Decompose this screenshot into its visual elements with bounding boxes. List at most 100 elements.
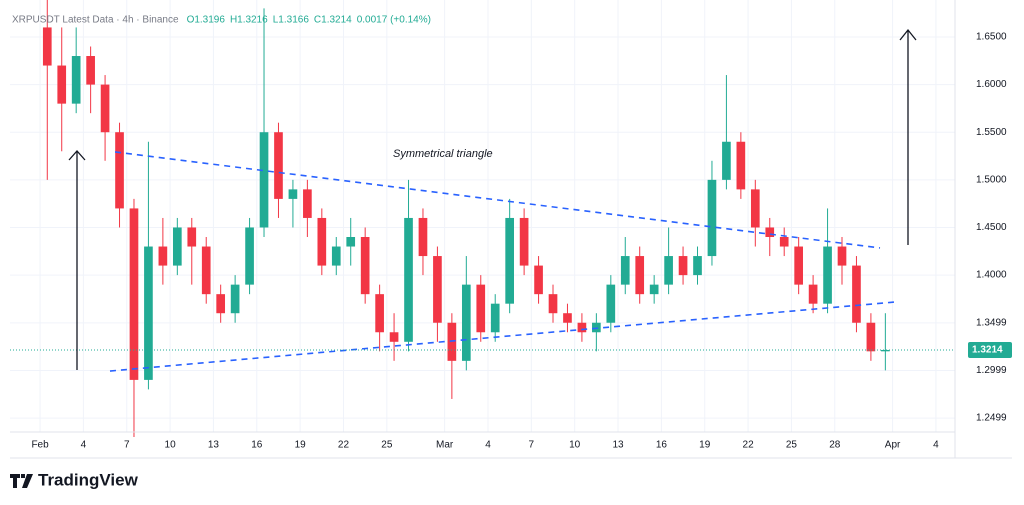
candle-body [678, 256, 688, 276]
x-tick-label: Mar [436, 440, 454, 451]
candle-body [71, 56, 81, 104]
measure-arrows [68, 28, 917, 370]
candle-body [808, 284, 818, 304]
candle-body [505, 217, 514, 304]
candle-body [230, 284, 240, 314]
x-tick-label: 19 [699, 440, 711, 451]
candle-body [42, 27, 52, 66]
candle-body [490, 303, 500, 333]
candle-body [86, 56, 95, 85]
candle-body [129, 208, 139, 380]
brand: TradingView [38, 470, 139, 489]
candle-body [259, 132, 269, 228]
candle-body [837, 246, 847, 266]
status-item: H1.3216 [230, 15, 268, 26]
last-price-label: 1.3214 [972, 345, 1003, 356]
candle-body [461, 284, 471, 361]
candle-body [303, 189, 312, 218]
candle-body [317, 217, 327, 266]
candle-body [635, 256, 645, 295]
x-tick-label: 7 [124, 440, 130, 451]
plot [10, 0, 955, 438]
y-tick-label: 1.4500 [976, 222, 1007, 233]
candle-body [404, 217, 413, 342]
last-price-box [968, 341, 1012, 358]
y-tick-label: 1.6500 [976, 32, 1007, 43]
candle-body [722, 141, 731, 180]
candle-body [360, 237, 370, 295]
candle-body [693, 256, 702, 276]
candle-body [852, 265, 861, 323]
candle-body [548, 294, 558, 314]
candle-body [563, 313, 572, 323]
candle-body [144, 246, 153, 380]
candle-body [57, 65, 67, 104]
y-tick-label: 1.2999 [976, 365, 1007, 376]
candle-body [187, 227, 197, 247]
candle-body [765, 227, 775, 238]
grid [10, 0, 955, 432]
x-tick-label: 13 [612, 440, 624, 451]
y-tick-label: 1.2499 [976, 413, 1007, 424]
candle-body [201, 246, 211, 295]
status-item: O1.3196 [187, 15, 226, 26]
candle-body [476, 284, 486, 333]
candle-body [750, 189, 760, 228]
candle-body [245, 227, 254, 285]
candle-body [100, 84, 110, 133]
x-tick-label: Apr [885, 440, 901, 451]
candle-body [736, 141, 746, 190]
x-tick-label: 28 [829, 440, 841, 451]
status-item: C1.3214 [314, 15, 352, 26]
candle-body [519, 217, 529, 266]
candle-body [707, 179, 717, 257]
trendline [109, 301, 896, 372]
candle-body [418, 217, 428, 257]
candle-body [172, 227, 182, 266]
y-tick-label: 1.5500 [976, 127, 1007, 138]
y-tick-label: 1.3499 [976, 317, 1007, 328]
x-tick-label: 10 [165, 440, 177, 451]
annotation: Symmetrical triangle [393, 148, 493, 160]
candle-body [664, 256, 673, 285]
candle-body [649, 284, 659, 295]
candle-body [534, 265, 543, 295]
x-tick-label: Feb [31, 440, 49, 451]
x-tick-label: 4 [485, 440, 491, 451]
candle-body [216, 294, 226, 314]
candle-body [389, 332, 399, 342]
status-item: 0.0017 (+0.14%) [357, 15, 431, 26]
x-tick-label: 22 [743, 440, 755, 451]
x-tick-label: 25 [786, 440, 798, 451]
x-tick-label: 16 [656, 440, 668, 451]
candle-body [794, 246, 803, 285]
y-tick-label: 1.5000 [976, 174, 1007, 185]
candle-body [606, 284, 616, 323]
candle-body [577, 322, 587, 333]
x-tick-label: 10 [569, 440, 581, 451]
status-line: O1.3196 H1.3216 L1.3166 C1.3214 0.0017 (+0.1… [187, 15, 431, 26]
candle-body [288, 189, 298, 199]
candle-body [346, 237, 356, 247]
candle-body [866, 322, 876, 352]
trendline [114, 151, 881, 249]
y-tick-label: 1.4000 [976, 270, 1007, 281]
x-tick-label: 22 [338, 440, 350, 451]
chart-header: XRPUSDT Latest Data · 4h · Binance [12, 15, 179, 26]
x-tick-label: 7 [529, 440, 535, 451]
candle-body [779, 237, 789, 247]
candle-body [115, 132, 124, 209]
candle-body [881, 349, 890, 352]
candle-body [447, 322, 457, 361]
x-tick-label: 16 [251, 440, 263, 451]
candle-body [375, 294, 384, 333]
brand-logo [10, 474, 33, 488]
x-tick-label: 4 [81, 440, 87, 451]
candle-body [331, 246, 341, 266]
x-tick-label: 13 [208, 440, 220, 451]
x-tick-label: 25 [381, 440, 393, 451]
x-tick-label: 4 [933, 440, 939, 451]
candle-body [158, 246, 168, 266]
candle-body [823, 246, 832, 304]
